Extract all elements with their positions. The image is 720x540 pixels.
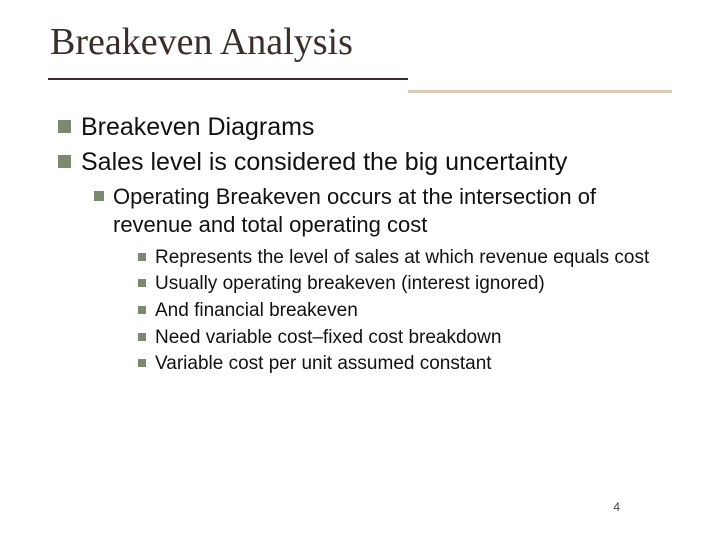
list-item-text: Breakeven Diagrams xyxy=(81,112,668,143)
list-item-text: Sales level is considered the big uncert… xyxy=(81,147,668,178)
square-bullet-icon xyxy=(138,279,146,287)
list-item-text: Variable cost per unit assumed constant xyxy=(155,352,668,377)
slide-body: Breakeven Diagrams Sales level is consid… xyxy=(58,112,668,379)
list-item: Represents the level of sales at which r… xyxy=(138,246,668,271)
list-item: And financial breakeven xyxy=(138,299,668,324)
list-item: Breakeven Diagrams xyxy=(58,112,668,143)
square-bullet-icon xyxy=(94,191,104,201)
square-bullet-icon xyxy=(58,155,71,168)
page-number: 4 xyxy=(613,500,620,514)
square-bullet-icon xyxy=(138,359,146,367)
square-bullet-icon xyxy=(138,253,146,261)
square-bullet-icon xyxy=(138,306,146,314)
square-bullet-icon xyxy=(58,120,71,133)
list-item-text: Operating Breakeven occurs at the inters… xyxy=(113,183,668,240)
list-level-3: Represents the level of sales at which r… xyxy=(138,246,668,377)
title-accent-bar xyxy=(408,90,672,93)
list-item: Operating Breakeven occurs at the inters… xyxy=(94,183,668,240)
slide-title: Breakeven Analysis xyxy=(50,20,353,64)
slide: Breakeven Analysis Breakeven Diagrams Sa… xyxy=(0,0,720,540)
list-item-text: Need variable cost–fixed cost breakdown xyxy=(155,326,668,351)
list-item: Sales level is considered the big uncert… xyxy=(58,147,668,178)
list-item: Need variable cost–fixed cost breakdown xyxy=(138,326,668,351)
list-item: Variable cost per unit assumed constant xyxy=(138,352,668,377)
list-item-text: And financial breakeven xyxy=(155,299,668,324)
list-item: Usually operating breakeven (interest ig… xyxy=(138,272,668,297)
square-bullet-icon xyxy=(138,333,146,341)
list-item-text: Usually operating breakeven (interest ig… xyxy=(155,272,668,297)
list-item-text: Represents the level of sales at which r… xyxy=(155,246,668,271)
title-underline xyxy=(48,78,408,80)
